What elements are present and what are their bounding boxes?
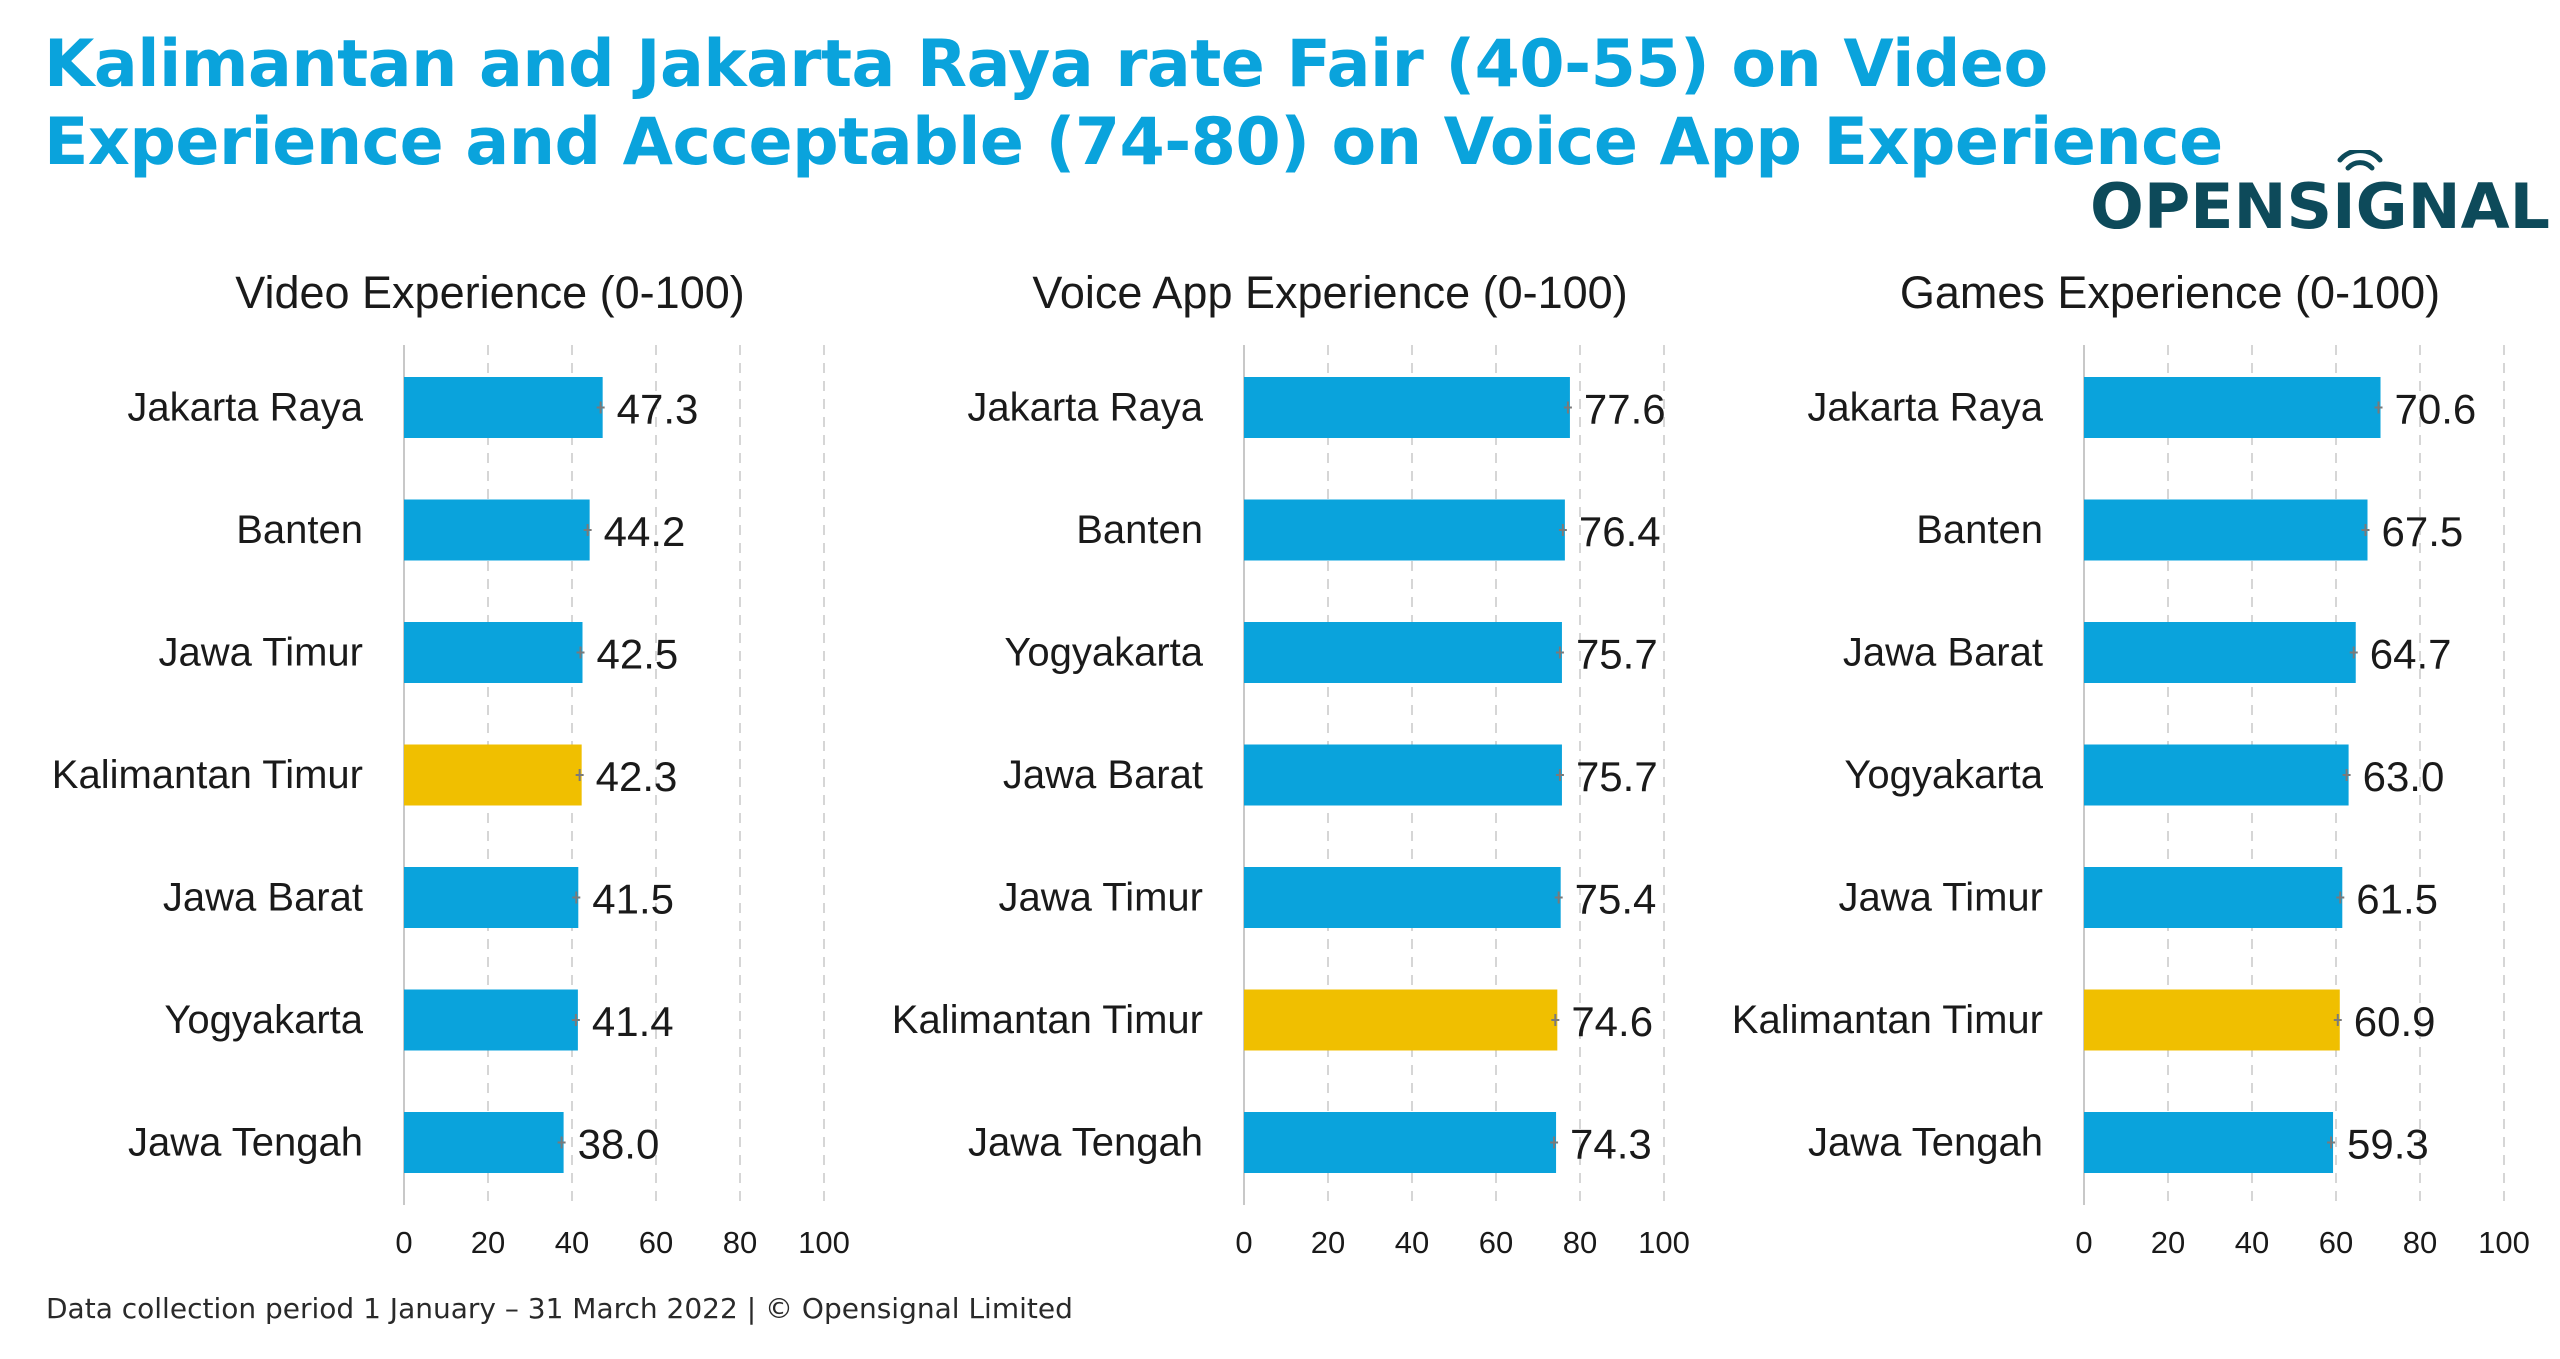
value-label: 67.5: [2382, 508, 2464, 555]
value-label: 42.5: [597, 631, 679, 678]
chart-panel-games: Games Experience (0-100) 0 20 40 60 80 100 Jaka…: [1680, 260, 2540, 1260]
bar: [2084, 377, 2381, 438]
x-tick-label: 60: [2319, 1225, 2353, 1260]
value-label: 59.3: [2347, 1121, 2429, 1168]
value-label: 63.0: [2363, 753, 2445, 800]
category-label: Yogyakarta: [1004, 631, 1203, 675]
chart-panel-voice: Voice App Experience (0-100) 0 20 40 60 80 100…: [840, 260, 1700, 1260]
bar: [2084, 622, 2356, 683]
value-label: 70.6: [2395, 386, 2477, 433]
category-label: Jawa Timur: [1839, 876, 2044, 920]
bar: [2084, 744, 2349, 806]
value-label: 47.3: [617, 386, 699, 433]
bar: [404, 744, 582, 806]
bar: [1244, 867, 1561, 928]
bar: [1244, 744, 1562, 806]
category-label: Kalimantan Timur: [52, 753, 363, 797]
category-label: Jawa Tengah: [968, 1121, 1203, 1165]
bar: [404, 989, 578, 1051]
x-tick-label: 40: [2235, 1225, 2269, 1260]
bar: [1244, 377, 1570, 438]
category-label: Banten: [1916, 508, 2043, 552]
logo-wordmark: OPENSIGNAL: [2090, 170, 2550, 240]
page-title: Kalimantan and Jakarta Raya rate Fair (4…: [44, 27, 2223, 180]
category-label: Jawa Tengah: [128, 1121, 363, 1165]
x-tick-label: 0: [2075, 1225, 2092, 1260]
x-tick-label: 100: [1638, 1225, 1690, 1260]
value-label: 75.4: [1575, 876, 1657, 923]
x-tick-label: 100: [798, 1225, 850, 1260]
bar: [404, 867, 579, 928]
category-label: Kalimantan Timur: [1732, 998, 2043, 1042]
x-tick-label: 60: [1479, 1225, 1513, 1260]
bar: [404, 1112, 564, 1173]
x-tick-label: 0: [395, 1225, 412, 1260]
value-label: 64.7: [2370, 631, 2452, 678]
bar: [2084, 1112, 2334, 1173]
category-label: Jakarta Raya: [1807, 386, 2043, 430]
bar: [2084, 499, 2368, 561]
value-label: 42.3: [596, 753, 678, 800]
category-label: Kalimantan Timur: [892, 998, 1203, 1042]
category-label: Yogyakarta: [1844, 753, 2043, 797]
category-label: Jawa Barat: [1003, 753, 1203, 797]
x-tick-label: 60: [639, 1225, 673, 1260]
value-label: 75.7: [1576, 753, 1658, 800]
category-label: Jakarta Raya: [127, 386, 363, 430]
x-tick-label: 20: [471, 1225, 505, 1260]
signal-icon: [2337, 148, 2383, 171]
value-label: 38.0: [578, 1121, 660, 1168]
value-label: 41.5: [592, 876, 674, 923]
value-label: 77.6: [1584, 386, 1666, 433]
bar: [1244, 622, 1562, 683]
category-label: Banten: [1076, 508, 1203, 552]
bar: [2084, 867, 2343, 928]
bar: [1244, 499, 1565, 561]
category-label: Banten: [236, 508, 363, 552]
x-tick-label: 40: [1395, 1225, 1429, 1260]
x-tick-label: 100: [2478, 1225, 2530, 1260]
footer-note: Data collection period 1 January – 31 Ma…: [46, 1292, 1073, 1325]
value-label: 44.2: [604, 508, 686, 555]
value-label: 74.6: [1571, 998, 1653, 1045]
chart-panel-video: Video Experience (0-100) 0 20 40 60 80 100 Jaka…: [0, 260, 860, 1260]
bar: [1244, 1112, 1557, 1173]
chart-title: Games Experience (0-100): [1900, 267, 2440, 318]
category-label: Jawa Barat: [163, 876, 363, 920]
bar: [1244, 989, 1558, 1051]
category-label: Jawa Barat: [1843, 631, 2043, 675]
x-tick-label: 0: [1235, 1225, 1252, 1260]
category-label: Jawa Tengah: [1808, 1121, 2043, 1165]
x-tick-label: 20: [1311, 1225, 1345, 1260]
category-label: Jakarta Raya: [967, 386, 1203, 430]
value-label: 60.9: [2354, 998, 2436, 1045]
value-label: 41.4: [592, 998, 674, 1045]
chart-title: Video Experience (0-100): [235, 267, 744, 318]
x-tick-label: 40: [555, 1225, 589, 1260]
category-label: Yogyakarta: [164, 998, 363, 1042]
x-tick-label: 80: [2403, 1225, 2437, 1260]
value-label: 74.3: [1570, 1121, 1652, 1168]
opensignal-logo: OPENSIGNAL: [2090, 148, 2550, 243]
x-tick-label: 20: [2151, 1225, 2185, 1260]
category-label: Jawa Timur: [159, 631, 364, 675]
bar: [404, 622, 583, 683]
category-label: Jawa Timur: [999, 876, 1204, 920]
x-tick-label: 80: [1563, 1225, 1597, 1260]
bar: [404, 377, 603, 438]
bar: [2084, 989, 2340, 1051]
chart-title: Voice App Experience (0-100): [1032, 267, 1627, 318]
value-label: 76.4: [1579, 508, 1661, 555]
bar: [404, 499, 590, 561]
value-label: 75.7: [1576, 631, 1658, 678]
value-label: 61.5: [2356, 876, 2438, 923]
x-tick-label: 80: [723, 1225, 757, 1260]
